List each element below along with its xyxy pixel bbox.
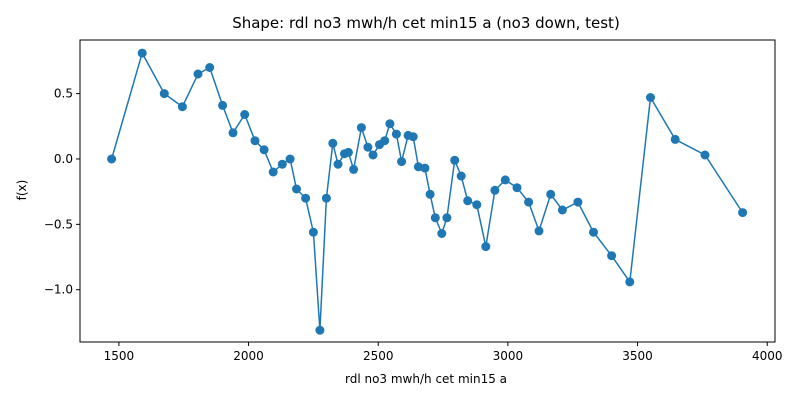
data-point (481, 242, 491, 252)
data-point (308, 227, 318, 237)
chart-title: Shape: rdl no3 mwh/h cet min15 a (no3 do… (232, 14, 620, 32)
data-point (333, 159, 343, 169)
data-point (490, 185, 500, 195)
y-tick-label: 0.5 (54, 87, 73, 101)
y-axis: −1.0 −0.5 0.0 0.5 (44, 87, 80, 297)
data-point (107, 154, 117, 164)
plot-frame (79, 39, 776, 343)
y-tick-label: 0.0 (54, 152, 73, 166)
x-tick-label: 4000 (752, 349, 783, 363)
data-point (670, 134, 680, 144)
data-point (512, 183, 522, 193)
data-point (240, 110, 250, 119)
data-point (607, 251, 617, 261)
data-point (425, 189, 435, 199)
y-tick-label: −0.5 (44, 217, 73, 231)
data-point (500, 175, 510, 185)
data-point (268, 167, 278, 177)
data-point (137, 48, 147, 58)
x-axis-label: rdl no3 mwh/h cet min15 a (345, 372, 507, 386)
data-point (321, 193, 331, 203)
data-point (625, 277, 635, 287)
x-tick-label: 2500 (363, 349, 394, 363)
data-point (250, 136, 260, 146)
data-point (472, 200, 482, 210)
y-axis-label: f(x) (15, 180, 29, 201)
x-tick-label: 3500 (622, 349, 653, 363)
data-point (328, 138, 338, 148)
data-point (380, 136, 390, 146)
data-point (159, 89, 169, 99)
data-point (385, 119, 395, 129)
data-point (738, 208, 748, 218)
data-point (430, 213, 440, 223)
data-point (450, 155, 460, 165)
y-tick-label: −1.0 (44, 283, 73, 297)
x-tick-label: 3000 (493, 349, 524, 363)
data-point (442, 213, 452, 223)
data-point (700, 150, 710, 160)
data-point (285, 154, 295, 164)
data-point (646, 93, 655, 102)
plot-area (79, 39, 776, 343)
data-point (391, 129, 401, 139)
data-point (315, 325, 325, 335)
data-point (557, 205, 567, 215)
data-point (363, 142, 373, 152)
data-point (301, 193, 311, 203)
data-point (292, 184, 301, 194)
data-point (589, 227, 598, 237)
data-point (356, 123, 366, 133)
data-point (228, 128, 238, 138)
data-point (277, 159, 287, 169)
data-point (437, 229, 447, 238)
data-point (193, 69, 203, 79)
x-tick-label: 2000 (233, 349, 264, 363)
data-point (456, 171, 466, 181)
x-axis: 1500 2000 2500 3000 3500 4000 (104, 342, 783, 363)
data-point (397, 157, 407, 167)
data-point (259, 145, 269, 155)
data-point (573, 197, 583, 207)
data-point (218, 100, 228, 110)
data-point (546, 189, 556, 199)
data-point (177, 102, 187, 112)
data-point (420, 163, 430, 173)
data-point (524, 197, 534, 207)
data-point (463, 196, 473, 206)
data-point (534, 226, 544, 236)
data-point (343, 147, 353, 157)
data-point (349, 164, 359, 174)
data-point (408, 132, 418, 142)
data-point (205, 63, 215, 72)
x-tick-label: 1500 (104, 349, 135, 363)
data-point (368, 150, 378, 160)
